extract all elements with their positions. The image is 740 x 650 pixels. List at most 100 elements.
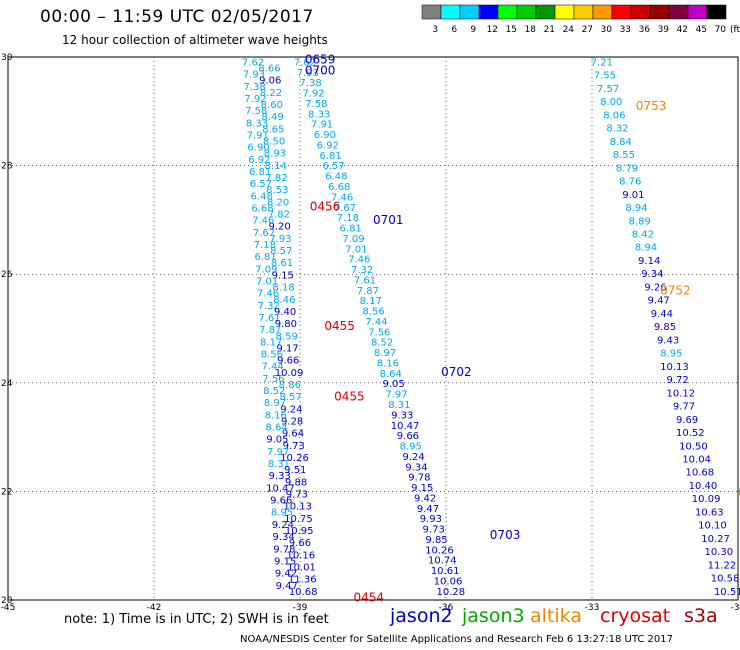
swh-value: 10.09: [275, 368, 304, 379]
swh-value: 7.44: [365, 317, 387, 328]
swh-value: 9.85: [654, 322, 676, 333]
pass-time-label: 0701: [373, 213, 404, 227]
swh-value: 8.94: [635, 243, 657, 254]
swh-value: 7.62: [242, 57, 264, 68]
swh-value: 7.91: [311, 120, 333, 131]
swh-value: 8.50: [263, 137, 285, 148]
pass-time-label: 0752: [660, 283, 691, 297]
swh-value: 9.88: [285, 477, 307, 488]
swh-value: 10.04: [682, 454, 711, 465]
swh-value: 7.09: [255, 264, 277, 275]
swh-value: 7.18: [337, 213, 359, 224]
swh-value: 7.82: [265, 173, 287, 184]
colorbar-label: 27: [582, 25, 593, 35]
legend-s3a: s3a: [684, 605, 718, 627]
colorbar-unit: (ft): [730, 25, 740, 35]
swh-value: 7.93: [297, 68, 319, 79]
swh-value: 9.15: [274, 556, 296, 567]
swh-value: 6.92: [317, 140, 339, 151]
swh-value: 9.42: [414, 493, 436, 504]
swh-value: 8.95: [400, 442, 422, 453]
colorbar-label: 24: [563, 25, 575, 35]
swh-value: 9.73: [423, 525, 445, 536]
swh-value: 7.82: [268, 210, 290, 221]
swh-value: 10.95: [285, 526, 314, 537]
swh-value: 9.47: [648, 296, 670, 307]
legend-jason2: jason2: [390, 605, 453, 627]
swh-value: 7.92: [244, 94, 266, 105]
swh-value: 9.85: [425, 535, 447, 546]
swh-value: 9.47: [417, 504, 439, 515]
swh-value: 9.77: [673, 402, 695, 413]
swh-value: 7.46: [331, 192, 353, 203]
swh-value: 10.13: [660, 362, 689, 373]
swh-value: 8.42: [632, 229, 654, 240]
pass-time-label: 0659: [305, 53, 336, 67]
swh-value: 10.52: [676, 428, 705, 439]
swh-value: 7.97: [385, 390, 407, 401]
swh-value: 9.24: [272, 520, 294, 531]
legend-altika: altika: [530, 605, 582, 627]
pass-time-label: 0456: [310, 199, 341, 213]
pass-time-label: 0702: [441, 365, 472, 379]
swh-value: 7.38: [244, 82, 266, 93]
swh-value: 10.27: [701, 534, 730, 545]
swh-value: 7.91: [247, 130, 269, 141]
colorbar-label: 33: [620, 25, 631, 35]
colorbar-label: 3: [432, 25, 438, 35]
swh-value: 7.46: [252, 216, 274, 227]
swh-value: 10.50: [679, 441, 708, 452]
swh-value: 6.68: [251, 203, 273, 214]
swh-value: 7.58: [305, 99, 327, 110]
swh-value: 7.57: [597, 84, 619, 95]
colorbar-label: 45: [696, 25, 707, 35]
colorbar-label: 30: [601, 25, 613, 35]
pass-time-label: 0455: [324, 319, 355, 333]
swh-value: 7.56: [262, 374, 284, 385]
swh-value: 9.34: [405, 462, 427, 473]
pass-time-label: 0454: [354, 590, 385, 604]
swh-value: 8.57: [270, 246, 292, 257]
swh-value: 7.93: [243, 70, 265, 81]
swh-value: 10.12: [666, 388, 695, 399]
swh-value: 9.15: [272, 270, 294, 281]
swh-value: 8.95: [660, 349, 682, 360]
x-tick-label: -36: [439, 603, 454, 613]
swh-value: 10.01: [287, 563, 316, 574]
swh-value: 10.28: [437, 587, 466, 598]
swh-value: 8.56: [362, 307, 384, 318]
swh-value: 9.44: [651, 309, 673, 320]
swh-value: 10.58: [711, 574, 740, 585]
swh-value: 9.24: [280, 404, 302, 415]
pass-time-label: 0753: [636, 99, 667, 113]
swh-value: 8.31: [388, 400, 410, 411]
x-tick-label: -42: [147, 603, 162, 613]
swh-value: 8.84: [610, 137, 632, 148]
swh-value: 8.46: [273, 295, 295, 306]
swh-value: 9.93: [420, 514, 442, 525]
swh-value: 8.86: [279, 380, 301, 391]
y-tick-label: 24: [1, 379, 13, 389]
swh-value: 9.40: [274, 307, 296, 318]
pass-time-label: 0703: [490, 528, 521, 542]
swh-value: 8.79: [616, 163, 638, 174]
swh-value: 9.66: [289, 538, 311, 549]
swh-value: 8.16: [265, 410, 287, 421]
swh-value: 7.56: [368, 327, 390, 338]
swh-value: 6.90: [314, 130, 336, 141]
swh-value: 7.61: [258, 313, 280, 324]
swh-value: 7.09: [342, 234, 364, 245]
swh-value: 9.34: [641, 269, 663, 280]
swh-value: 10.75: [284, 514, 313, 525]
swh-value: 8.89: [629, 216, 651, 227]
swh-value: 9.06: [259, 76, 281, 87]
swh-value: 9.47: [276, 581, 298, 592]
swh-value: 7.62: [294, 57, 316, 68]
swh-value: 8.76: [619, 177, 641, 188]
swh-value: 6.48: [325, 172, 347, 183]
swh-value: 9.69: [676, 415, 698, 426]
swh-value: 10.26: [425, 545, 454, 556]
x-tick-label: -39: [293, 603, 308, 613]
footer-credit: NOAA/NESDIS Center for Satellite Applica…: [240, 634, 673, 645]
